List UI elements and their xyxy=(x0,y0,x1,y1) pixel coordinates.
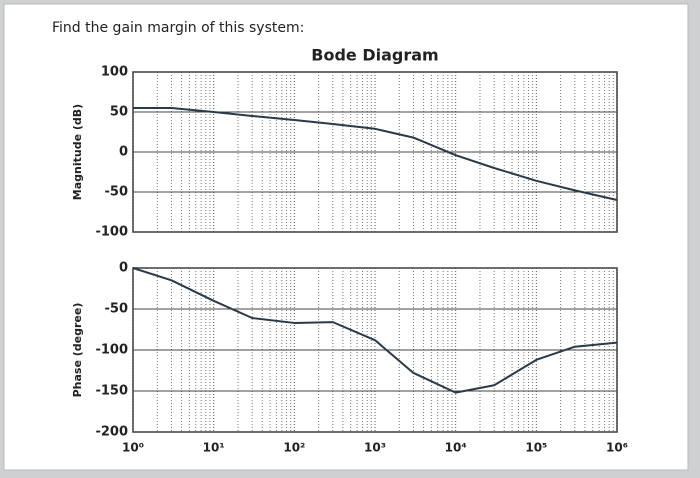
question: Find the gain margin of this system: xyxy=(52,20,304,36)
data-line xyxy=(132,267,618,394)
y-tick-label: -150 xyxy=(95,384,128,399)
chart-title: Bode Diagram xyxy=(311,46,438,65)
x-tick-label: 10¹ xyxy=(203,441,225,455)
y-tick-label: -50 xyxy=(105,185,129,200)
y-axis-label: Magnitude (dB) xyxy=(71,104,84,200)
x-tick-label: 10² xyxy=(283,441,305,455)
y-tick-label: 0 xyxy=(119,145,128,160)
data-line xyxy=(133,107,618,201)
y-tick-label: 0 xyxy=(119,261,128,276)
x-tick-label: 10⁶ xyxy=(606,441,628,455)
y-tick-label: -100 xyxy=(95,343,128,358)
x-tick-label: 10⁵ xyxy=(525,441,547,455)
y-axis-label: Phase (degree) xyxy=(71,303,84,398)
y-tick-label: -50 xyxy=(105,302,129,317)
y-tick-label: 50 xyxy=(110,105,128,120)
y-tick-label: 100 xyxy=(101,65,128,80)
y-tick-label: -100 xyxy=(95,225,128,240)
x-tick-label: 10⁴ xyxy=(445,441,467,455)
x-tick-label: 10⁰ xyxy=(122,441,144,455)
y-tick-label: -200 xyxy=(95,425,128,440)
x-tick-label: 10³ xyxy=(364,441,386,455)
